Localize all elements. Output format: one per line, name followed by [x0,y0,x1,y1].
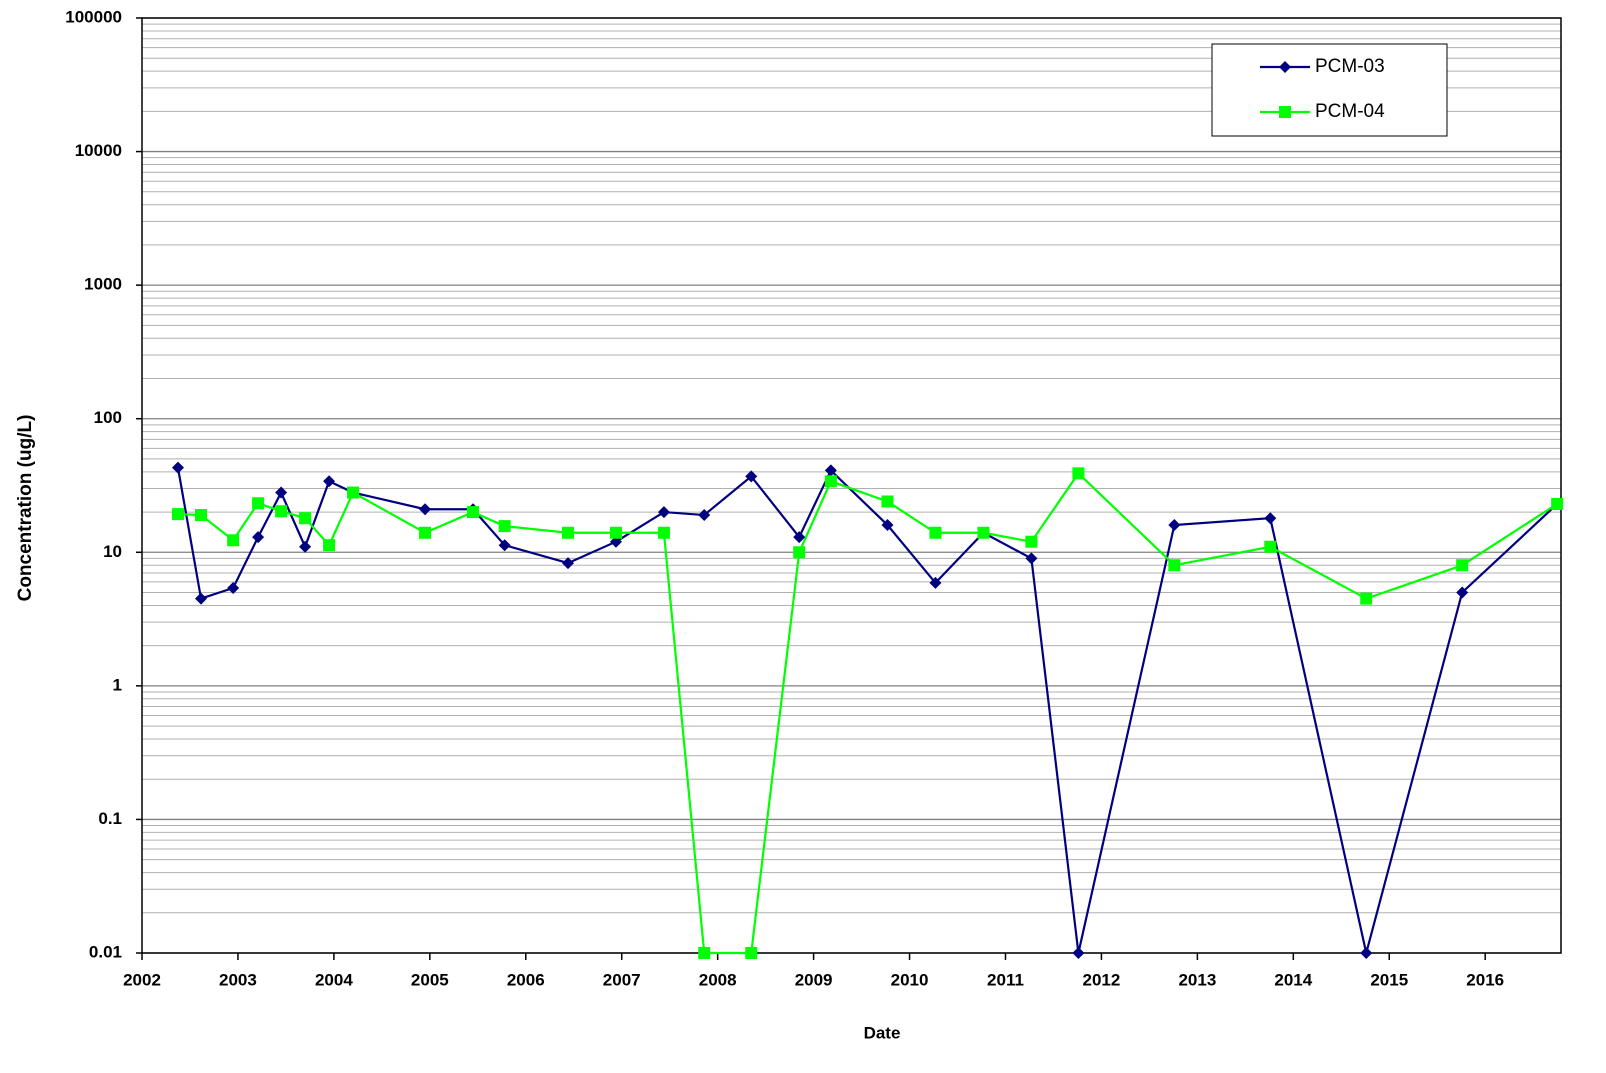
y-tick-label: 0.1 [98,809,122,828]
marker [561,557,574,570]
marker [745,470,758,483]
x-tick-label: 2009 [795,970,833,989]
marker [1025,552,1038,565]
marker [657,526,670,539]
x-tick-label: 2012 [1083,970,1121,989]
marker [1264,540,1277,553]
marker [1360,947,1373,959]
marker [252,497,265,510]
plot-frame [141,17,1562,954]
x-tick-label: 2006 [507,970,545,989]
x-tick-label: 2002 [123,970,161,989]
x-tick-label: 2005 [411,970,449,989]
y-tick-label: 10000 [75,141,122,160]
marker [299,512,312,525]
marker [1168,559,1181,572]
marker [171,461,184,474]
marker [1072,467,1085,480]
x-tick-label: 2011 [987,970,1024,989]
marker [793,531,806,544]
x-tick-label: 2003 [219,970,257,989]
marker [1551,497,1564,510]
marker [323,475,336,488]
marker [498,520,511,533]
x-tick-label: 2007 [603,970,641,989]
marker [1456,559,1469,572]
marker [1025,535,1038,548]
marker [323,539,336,552]
marker [498,539,511,552]
marker [698,509,711,522]
series-line [177,471,1558,955]
marker [1279,106,1291,118]
marker [227,534,240,547]
y-tick-label: 10 [103,542,122,561]
y-tick-label: 100 [94,408,122,427]
marker [1168,519,1181,532]
marker [1264,512,1277,525]
marker [977,526,990,539]
x-tick-label: 2014 [1274,970,1312,989]
marker [299,540,312,553]
marker [824,464,837,477]
x-axis-label: Date [864,1023,901,1042]
marker [793,546,806,559]
series-line [176,467,1558,954]
marker [824,475,837,488]
marker [419,526,432,539]
marker [275,486,288,499]
x-tick-label: 2016 [1466,970,1504,989]
marker [1360,592,1373,605]
marker [881,495,894,508]
marker [347,486,360,499]
marker [657,506,670,519]
marker [929,526,942,539]
legend: PCM-03 PCM-04 [1211,43,1448,137]
marker [1279,61,1291,73]
marker [561,526,574,539]
marker [252,531,265,544]
y-tick-label: 1 [113,675,122,694]
marker [1456,586,1469,599]
marker [745,947,758,959]
y-tick-label: 0.01 [89,942,122,961]
marker [467,506,480,519]
x-tick-label: 2008 [699,970,737,989]
marker [881,519,894,532]
marker [227,582,240,595]
x-tick-label: 2010 [891,970,929,989]
marker [929,576,942,589]
marker [195,592,208,605]
legend-label: PCM-03 [1315,56,1385,77]
x-tick-label: 2013 [1178,970,1216,989]
legend-label: PCM-04 [1315,101,1385,122]
marker [195,509,208,522]
marker [1072,947,1085,959]
x-tick-label: 2004 [315,970,353,989]
marker [698,947,711,959]
x-tick-label: 2015 [1370,970,1408,989]
legend-box [1211,43,1448,137]
y-tick-label: 100000 [65,7,122,26]
marker [609,526,622,539]
marker [171,508,184,521]
marker [275,505,288,518]
y-tick-label: 1000 [84,275,122,294]
y-axis-label: Concentration (ug/L) [15,415,36,602]
marker [419,503,432,516]
